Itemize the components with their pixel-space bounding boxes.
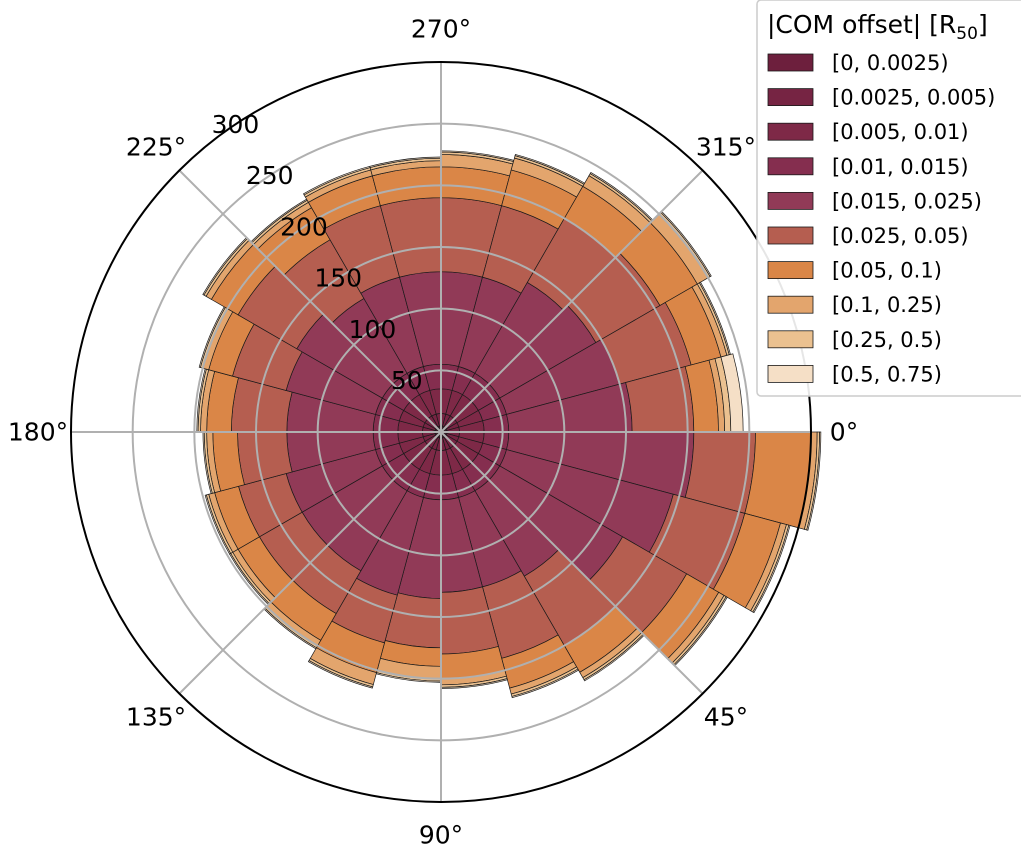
legend-swatch-7 [767,295,814,314]
angle-tick-label-5: 225° [126,133,186,162]
radial-tick-label-1: 100 [349,315,397,344]
radial-tick-label-5: 300 [212,110,260,139]
legend-title-subscript: 50 [956,24,978,44]
radial-tick-label-2: 150 [314,264,362,293]
legend-swatch-9 [767,364,814,383]
angle-tick-label-7: 315° [696,133,756,162]
legend-label-0: [0, 0.0025) [832,51,949,75]
outer-frame [70,61,812,803]
grid-layer [71,62,811,802]
bar-bin-1-segment-9 [752,524,791,614]
bar-bin-7-segment-9 [307,660,374,689]
angular-gridline-1 [440,431,704,695]
labels-layer: 0° 45° 90° 135° 180° 225° 270° 315° 50 100 150 200 2… [8,15,858,850]
legend-title: |COM offset| [R50] [767,10,988,44]
legend-swatch-3 [767,157,814,176]
radial-tick-label-4: 250 [246,161,294,190]
legend-title-end: ] [978,10,988,39]
legend-box [756,0,1021,397]
legend-swatch-0 [767,53,814,72]
legend-label-6: [0.05, 0.1) [832,259,942,283]
radial-tick-label-3: 200 [280,212,328,241]
angle-tick-label-2: 90° [419,821,463,850]
bar-bin-10-segment-9 [204,494,232,555]
legend-swatch-8 [767,330,814,349]
angle-tick-label-4: 180° [8,418,68,447]
angle-tick-label-1: 45° [704,702,748,731]
legend-label-1: [0.0025, 0.005) [832,86,995,110]
angular-gridline-5 [178,169,442,433]
legend-swatch-5 [767,226,814,245]
legend: |COM offset| [R50] [0, 0.0025) [0.0025, 0… [756,0,1021,397]
legend-swatch-4 [767,191,814,210]
legend-label-2: [0.005, 0.01) [832,120,969,144]
bar-bin-0-segment-9 [806,431,822,531]
legend-label-8: [0.25, 0.5) [832,328,942,352]
legend-label-3: [0.01, 0.015) [832,155,969,179]
angle-tick-label-3: 135° [126,702,186,731]
angular-gridline-7 [440,169,704,433]
legend-swatch-2 [767,122,814,141]
radial-tick-label-0: 50 [391,366,423,395]
legend-label-4: [0.015, 0.025) [832,189,982,213]
legend-label-9: [0.5, 0.75) [832,362,942,386]
angular-gridline-3 [178,431,442,695]
legend-entries: [0, 0.0025) [0.0025, 0.005) [0.005, 0.01) [… [767,51,995,386]
bar-bin-3-segment-9 [583,633,645,682]
legend-swatch-6 [767,261,814,280]
bar-bin-21-segment-9 [660,210,712,278]
legend-label-7: [0.1, 0.25) [832,293,942,317]
legend-title-main: |COM offset| [R [767,10,956,39]
legend-swatch-1 [767,88,814,106]
bar-bin-4-segment-9 [511,668,579,699]
angle-tick-label-0: 0° [830,418,858,447]
angle-tick-label-6: 270° [411,15,471,44]
legend-label-5: [0.025, 0.05) [832,224,969,248]
